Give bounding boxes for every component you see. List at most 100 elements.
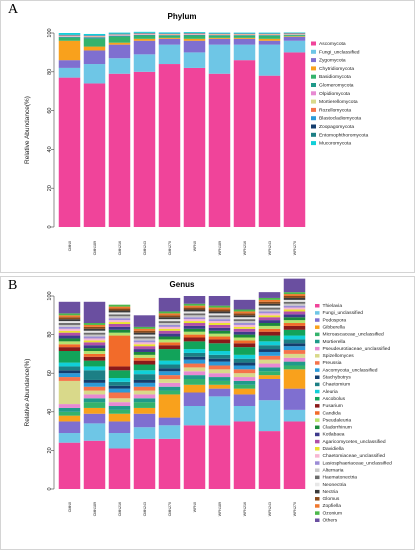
bar-segment (258, 299, 281, 302)
bar-segment (83, 336, 106, 339)
legend-swatch (315, 382, 320, 387)
bar-segment (158, 326, 181, 329)
chart-title: Genus (170, 280, 195, 289)
bar-segment (258, 301, 281, 304)
bar-segment (258, 371, 281, 376)
bar-segment (133, 328, 156, 331)
bar-segment (158, 425, 181, 439)
bar-segment (108, 332, 131, 336)
bar-segment (58, 313, 81, 316)
bar-segment (183, 341, 206, 350)
bar-segment (58, 421, 81, 434)
legend-swatch (311, 83, 316, 87)
bar-segment (208, 377, 231, 381)
bar-segment (158, 315, 181, 318)
bar-segment (58, 370, 81, 374)
bar-segment (58, 33, 81, 35)
bar-segment (158, 328, 181, 331)
bar-segment (233, 334, 256, 338)
legend-swatch (311, 49, 316, 54)
bar-segment (258, 363, 281, 368)
bar-segment (283, 346, 306, 351)
bar-segment (83, 390, 106, 395)
bar-segment (108, 381, 131, 386)
x-tick-label: WFN189 (218, 502, 222, 516)
bar-segment (183, 40, 206, 53)
legend-label: Entomophthoromycota (319, 132, 368, 138)
bar-segment (233, 337, 256, 341)
bar-segment (208, 330, 231, 334)
bar-segment (233, 315, 256, 318)
bar-segment (183, 325, 206, 329)
bar-segment (233, 35, 256, 38)
bar-segment (258, 335, 281, 342)
bar-segment (83, 342, 106, 346)
bar-segment (83, 38, 106, 47)
bar-segment (58, 341, 81, 345)
x-tick-label: CMN189 (93, 502, 97, 516)
y-tick-label: 40 (47, 409, 53, 415)
bar-segment (283, 301, 306, 304)
bar-segment (283, 34, 306, 36)
bar-segment (58, 404, 81, 408)
bar-stack (58, 301, 81, 489)
legend-swatch (311, 58, 316, 63)
bar-segment (258, 315, 281, 318)
legend-label: Ozonium (323, 510, 343, 516)
bar-segment (283, 36, 306, 41)
bar-segment (208, 369, 231, 374)
bar-segment (283, 52, 306, 228)
y-tick-label: 100 (47, 291, 53, 300)
bar-segment (183, 331, 206, 335)
bar-segment (83, 50, 106, 65)
bar-segment (283, 307, 306, 310)
bar-segment (158, 317, 181, 320)
bar-segment (158, 297, 181, 312)
bar-segment (133, 334, 156, 337)
bar-segment (283, 309, 306, 312)
legend-label: Mucoromycota (319, 141, 351, 147)
bar-segment (83, 340, 106, 343)
bar-segment (233, 326, 256, 329)
bar-segment (108, 378, 131, 382)
legend-swatch (315, 396, 320, 401)
bar-segment (183, 378, 206, 385)
bar-segment (208, 321, 231, 324)
bar-segment (233, 394, 256, 407)
bar-segment (108, 323, 131, 327)
bar-segment (83, 407, 106, 414)
legend-label: Kotlabaea (323, 432, 345, 438)
x-tick-label: CMN189 (93, 241, 97, 255)
bar-segment (108, 322, 131, 324)
legend-swatch (311, 99, 316, 104)
bar-segment (258, 325, 281, 329)
bar-segment (283, 320, 306, 324)
bar-segment (58, 351, 81, 363)
legend-label: Fusarium (323, 403, 343, 409)
bar-segment (158, 311, 181, 314)
bar-segment (108, 314, 131, 317)
bar-segment (183, 305, 206, 308)
legend-label: Aleuria (323, 389, 339, 395)
bar-segment (83, 323, 106, 325)
bar-segment (58, 347, 81, 352)
legend-swatch (311, 66, 316, 71)
bar-segment (133, 354, 156, 358)
legend-swatch (315, 354, 320, 358)
bar-segment (58, 323, 81, 325)
legend-label: Mortierella (323, 339, 346, 345)
bar-segment (233, 324, 256, 327)
bar-segment (233, 362, 256, 366)
bar-segment (283, 350, 306, 354)
legend-swatch (315, 468, 320, 472)
legend-swatch (315, 311, 320, 315)
bar-segment (183, 32, 206, 33)
bar-segment (283, 305, 306, 308)
bar-segment (233, 384, 256, 389)
bar-segment (283, 317, 306, 321)
bar-segment (58, 415, 81, 422)
bar-segment (208, 73, 231, 228)
bar-segment (183, 315, 206, 318)
bar-segment (108, 398, 131, 403)
bar-stack (208, 296, 231, 489)
